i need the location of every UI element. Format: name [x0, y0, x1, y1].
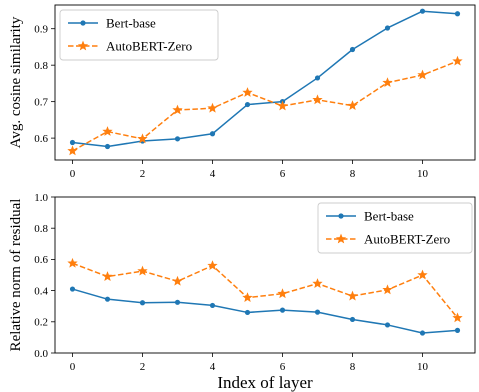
y-axis-label: Avg. cosine similarity	[8, 16, 24, 148]
data-point	[207, 260, 218, 271]
data-point	[419, 330, 426, 336]
data-point	[349, 46, 356, 53]
legend-label: AutoBERT-Zero	[106, 39, 192, 54]
y-axis-label: Relative norm of residual	[8, 199, 24, 352]
data-point	[137, 133, 148, 144]
x-tick-label: 2	[140, 168, 146, 180]
x-tick-label: 4	[210, 168, 216, 180]
legend-marker	[80, 20, 86, 26]
x-tick-label: 8	[350, 361, 356, 373]
data-point	[417, 69, 428, 80]
data-point	[244, 309, 251, 316]
y-tick-label: 0.0	[34, 348, 48, 360]
legend-label: Bert-base	[364, 209, 414, 224]
x-axis-label: Index of layer	[217, 373, 313, 392]
y-tick-label: 0.8	[34, 60, 48, 72]
data-point	[139, 300, 146, 306]
data-point	[277, 288, 288, 299]
data-point	[174, 136, 181, 142]
y-tick-label: 0.8	[34, 223, 48, 235]
data-point	[69, 286, 76, 292]
data-point	[314, 309, 321, 315]
legend-box	[317, 202, 473, 254]
chart-top: 0.6 0.7 0.8 0.9 0 2 4 6 8 10 Avg. cosine similarit…	[8, 4, 476, 180]
legend-label: AutoBERT-Zero	[364, 232, 450, 247]
data-point	[102, 271, 113, 281]
legend: Bert-base AutoBERT-Zero	[59, 9, 219, 61]
data-point	[67, 257, 78, 268]
x-tick-label: 10	[417, 361, 429, 373]
data-point	[452, 312, 463, 323]
data-point	[382, 284, 393, 295]
series-line-bert-base	[72, 10, 458, 148]
legend-marker	[338, 213, 344, 219]
x-tick-label: 6	[280, 168, 286, 180]
data-point	[279, 307, 286, 313]
axes-frame	[54, 4, 476, 161]
data-point	[104, 296, 111, 302]
y-tick-label: 0.7	[34, 96, 48, 108]
data-point	[454, 327, 461, 333]
y-tick-label: 0.2	[34, 317, 48, 329]
data-point	[312, 94, 323, 105]
legend-marker	[335, 233, 347, 244]
data-point	[349, 316, 356, 323]
data-point	[207, 102, 218, 113]
series-line-autobert-zero	[72, 262, 459, 319]
series-line-bert-base	[72, 288, 458, 334]
data-point	[172, 275, 183, 286]
axes-frame	[54, 196, 476, 354]
data-point	[417, 269, 428, 280]
data-point	[347, 290, 358, 301]
data-point	[244, 101, 251, 108]
data-point	[347, 100, 358, 111]
x-tick-label: 8	[350, 168, 356, 180]
data-point	[384, 25, 391, 31]
data-point	[172, 104, 183, 115]
data-point	[69, 139, 76, 146]
data-point	[174, 299, 181, 305]
x-tick-label: 10	[417, 168, 429, 180]
data-point	[102, 126, 113, 136]
data-point	[209, 302, 216, 309]
x-tick-label: 6	[280, 361, 286, 373]
legend: Bert-base AutoBERT-Zero	[317, 202, 473, 254]
x-tick-label: 0	[70, 168, 76, 180]
legend-box	[59, 9, 219, 61]
data-point	[452, 55, 463, 66]
data-point	[209, 131, 216, 137]
data-point	[419, 8, 426, 14]
data-point	[104, 143, 111, 150]
x-tick-label: 0	[70, 361, 76, 373]
data-point	[242, 292, 253, 303]
y-tick-label: 1.0	[34, 192, 48, 204]
legend-marker	[77, 40, 89, 51]
data-point	[277, 100, 288, 111]
data-point	[454, 11, 461, 17]
y-tick-label: 0.9	[34, 24, 48, 36]
x-tick-label: 2	[140, 361, 146, 373]
series-line-autobert-zero	[72, 60, 458, 152]
data-point	[382, 77, 393, 88]
y-tick-label: 0.4	[34, 285, 48, 297]
y-tick-label: 0.6	[34, 133, 48, 145]
y-tick-label: 0.6	[34, 254, 48, 266]
legend-label: Bert-base	[106, 16, 156, 31]
data-point	[314, 75, 321, 81]
data-point	[137, 265, 148, 276]
data-point	[312, 278, 323, 288]
x-tick-label: 4	[210, 361, 216, 373]
data-point	[67, 145, 78, 156]
data-point	[242, 87, 253, 97]
chart-bottom: 0.0 0.2 0.4 0.6 0.8 1.0 0 2 4 6 8 10 Relative norm o…	[8, 192, 476, 392]
data-point	[384, 322, 391, 328]
